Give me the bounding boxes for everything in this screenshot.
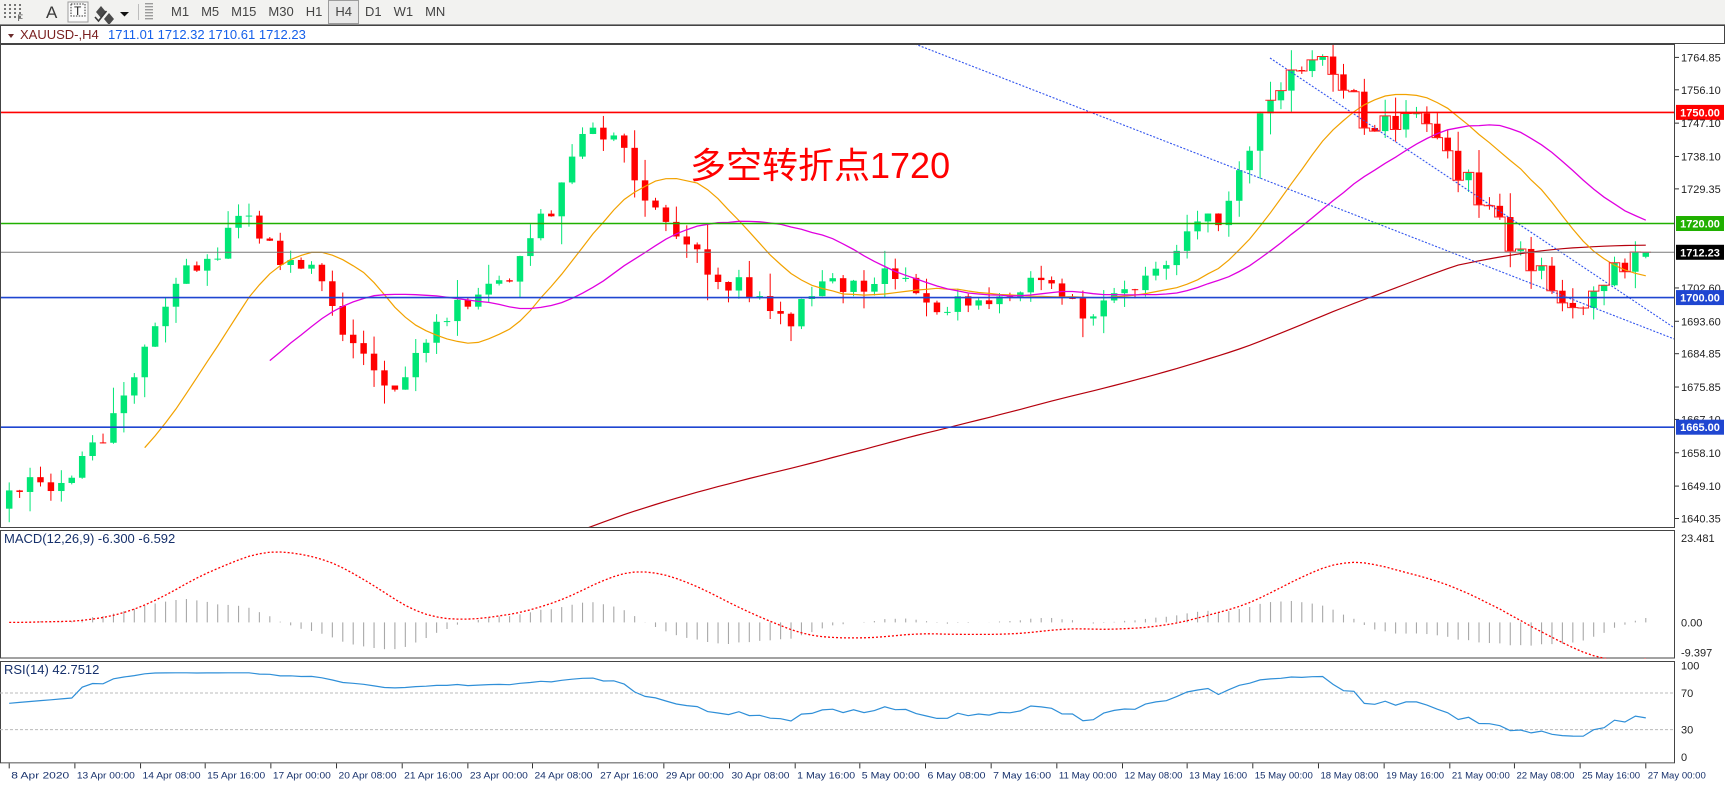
svg-text:1665.00: 1665.00 <box>1680 422 1720 434</box>
svg-text:1693.60: 1693.60 <box>1681 316 1721 328</box>
svg-text:1675.85: 1675.85 <box>1681 382 1721 394</box>
svg-text:1658.10: 1658.10 <box>1681 448 1721 460</box>
svg-text:30 Apr 08:00: 30 Apr 08:00 <box>732 770 790 781</box>
svg-text:17 Apr 00:00: 17 Apr 00:00 <box>273 770 331 781</box>
svg-text:23 Apr 00:00: 23 Apr 00:00 <box>470 770 528 781</box>
svg-text:18 May 08:00: 18 May 08:00 <box>1320 770 1378 781</box>
svg-text:1764.85: 1764.85 <box>1681 52 1721 64</box>
svg-text:13 May 16:00: 13 May 16:00 <box>1189 770 1247 781</box>
svg-text:25 May 16:00: 25 May 16:00 <box>1582 770 1640 781</box>
svg-text:22 May 08:00: 22 May 08:00 <box>1516 770 1574 781</box>
svg-text:1649.10: 1649.10 <box>1681 481 1721 493</box>
svg-text:27 May 00:00: 27 May 00:00 <box>1648 770 1706 781</box>
svg-text:MACD(12,26,9) -6.300 -6.592: MACD(12,26,9) -6.300 -6.592 <box>4 531 175 546</box>
svg-text:15 May 00:00: 15 May 00:00 <box>1255 770 1313 781</box>
svg-text:14 Apr 08:00: 14 Apr 08:00 <box>143 770 201 781</box>
svg-text:15 Apr 16:00: 15 Apr 16:00 <box>207 770 265 781</box>
svg-text:20 Apr 08:00: 20 Apr 08:00 <box>339 770 397 781</box>
svg-text:1756.10: 1756.10 <box>1681 85 1721 97</box>
svg-text:8 Apr 2020: 8 Apr 2020 <box>11 770 69 781</box>
svg-text:多空转折点1720: 多空转折点1720 <box>690 145 950 186</box>
svg-text:RSI(14) 42.7512: RSI(14) 42.7512 <box>4 662 99 677</box>
svg-text:21 Apr 16:00: 21 Apr 16:00 <box>404 770 462 781</box>
svg-text:1700.00: 1700.00 <box>1680 293 1720 305</box>
svg-text:12 May 08:00: 12 May 08:00 <box>1125 770 1183 781</box>
svg-text:1738.10: 1738.10 <box>1681 151 1721 163</box>
svg-text:1711.01 1712.32 1710.61 1712.2: 1711.01 1712.32 1710.61 1712.23 <box>108 27 306 42</box>
svg-text:1720.00: 1720.00 <box>1680 219 1720 231</box>
svg-text:1747.10: 1747.10 <box>1681 118 1721 130</box>
svg-text:23.481: 23.481 <box>1681 533 1715 545</box>
svg-text:1684.85: 1684.85 <box>1681 349 1721 361</box>
svg-text:0: 0 <box>1681 752 1687 764</box>
svg-text:1640.35: 1640.35 <box>1681 514 1721 526</box>
svg-text:1729.35: 1729.35 <box>1681 184 1721 196</box>
svg-text:1 May 16:00: 1 May 16:00 <box>797 770 855 781</box>
svg-text:0.00: 0.00 <box>1681 617 1702 629</box>
svg-text:30: 30 <box>1681 725 1693 737</box>
svg-text:70: 70 <box>1681 688 1693 700</box>
svg-text:7 May 16:00: 7 May 16:00 <box>993 770 1051 781</box>
svg-text:13 Apr 00:00: 13 Apr 00:00 <box>77 770 135 781</box>
svg-text:100: 100 <box>1681 661 1699 673</box>
svg-text:5 May 00:00: 5 May 00:00 <box>862 770 920 781</box>
svg-text:21 May 00:00: 21 May 00:00 <box>1452 770 1510 781</box>
svg-text:-9.397: -9.397 <box>1681 648 1712 660</box>
svg-text:11 May 00:00: 11 May 00:00 <box>1059 770 1117 781</box>
svg-text:XAUUSD-,H4: XAUUSD-,H4 <box>20 27 99 42</box>
svg-text:6 May 08:00: 6 May 08:00 <box>927 770 985 781</box>
svg-text:19 May 16:00: 19 May 16:00 <box>1386 770 1444 781</box>
svg-text:1712.23: 1712.23 <box>1680 247 1720 259</box>
svg-text:24 Apr 08:00: 24 Apr 08:00 <box>534 770 592 781</box>
svg-text:29 Apr 00:00: 29 Apr 00:00 <box>666 770 724 781</box>
svg-text:27 Apr 16:00: 27 Apr 16:00 <box>600 770 658 781</box>
